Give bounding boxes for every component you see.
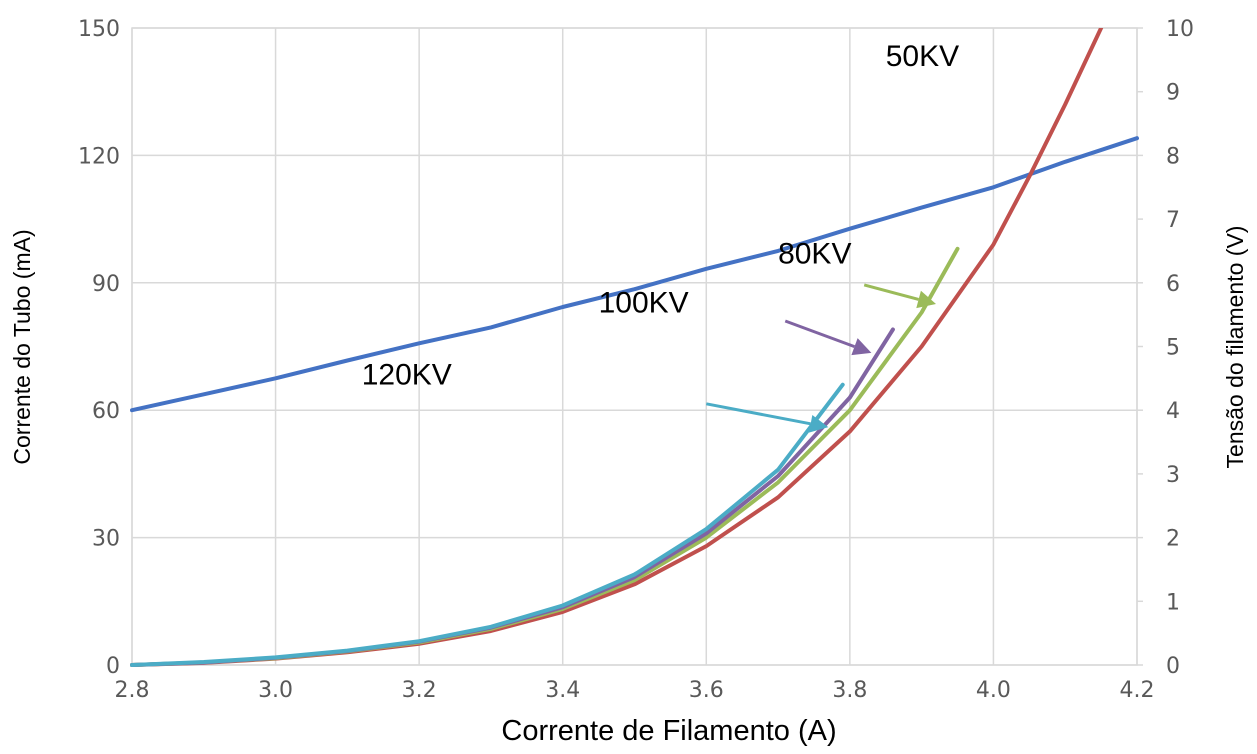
arrow-head-kv80	[916, 290, 936, 309]
y2-tick-label: 7	[1166, 208, 1180, 233]
y2-axis-title: Tensão do filamento (V)	[1222, 226, 1248, 469]
x-tick-label: 3.0	[258, 678, 293, 703]
y-tick-label: 60	[92, 399, 120, 424]
y-tick-label: 0	[106, 654, 120, 679]
series-line-kv50	[130, 28, 1104, 667]
annotation-arrows	[706, 283, 936, 433]
annotation-label: 80KV	[778, 238, 851, 271]
x-axis-title: Corrente de Filamento (A)	[501, 715, 836, 747]
y2-axis-ticks: 0 1 2 3 4 5 6 7 8 9 10	[1137, 17, 1194, 679]
x-tick-label: 2.8	[115, 678, 150, 703]
annotation-labels: 50KV 80KV 100KV 120KV	[362, 40, 959, 392]
annotation-label: 100KV	[599, 287, 689, 320]
y2-tick-label: 8	[1166, 144, 1180, 169]
x-tick-label: 3.8	[832, 678, 867, 703]
annotation-label: 50KV	[886, 40, 959, 73]
y2-tick-label: 4	[1166, 399, 1180, 424]
x-tick-label: 3.2	[402, 678, 437, 703]
y-tick-label: 90	[92, 272, 120, 297]
y2-tick-label: 0	[1166, 654, 1180, 679]
x-tick-label: 4.0	[976, 678, 1011, 703]
series-line-voltage	[130, 136, 1139, 413]
y2-tick-label: 9	[1166, 81, 1180, 106]
y-axis-ticks: 0 30 60 90 120 150	[78, 17, 120, 679]
arrow-head-kv120	[808, 414, 829, 433]
series-line-kv120	[130, 382, 845, 667]
arrow-shaft-kv100	[784, 319, 856, 349]
y-tick-label: 150	[78, 17, 120, 42]
arrow-head-kv100	[851, 338, 872, 356]
plot-area	[131, 27, 1138, 666]
y2-tick-label: 6	[1166, 272, 1180, 297]
arrow-shaft-kv80	[863, 283, 919, 301]
y2-tick-label: 2	[1166, 527, 1180, 552]
y2-tick-label: 5	[1166, 336, 1180, 361]
arrow-shaft-kv120	[706, 402, 811, 426]
x-tick-label: 3.4	[545, 678, 580, 703]
y-tick-label: 120	[78, 144, 120, 169]
x-tick-label: 3.6	[689, 678, 724, 703]
x-axis-ticks: 2.8 3.0 3.2 3.4 3.6 3.8 4.0 4.2	[115, 678, 1155, 703]
y2-tick-label: 3	[1166, 463, 1180, 488]
grid-lines	[131, 27, 1138, 666]
plot-border	[131, 27, 1138, 666]
y2-tick-label: 10	[1166, 17, 1194, 42]
y2-tick-label: 1	[1166, 590, 1180, 615]
series-layer	[130, 28, 1139, 667]
annotation-label: 120KV	[362, 359, 452, 392]
y-tick-label: 30	[92, 527, 120, 552]
y-axis-title: Corrente do Tubo (mA)	[9, 229, 35, 464]
x-tick-label: 4.2	[1120, 678, 1155, 703]
